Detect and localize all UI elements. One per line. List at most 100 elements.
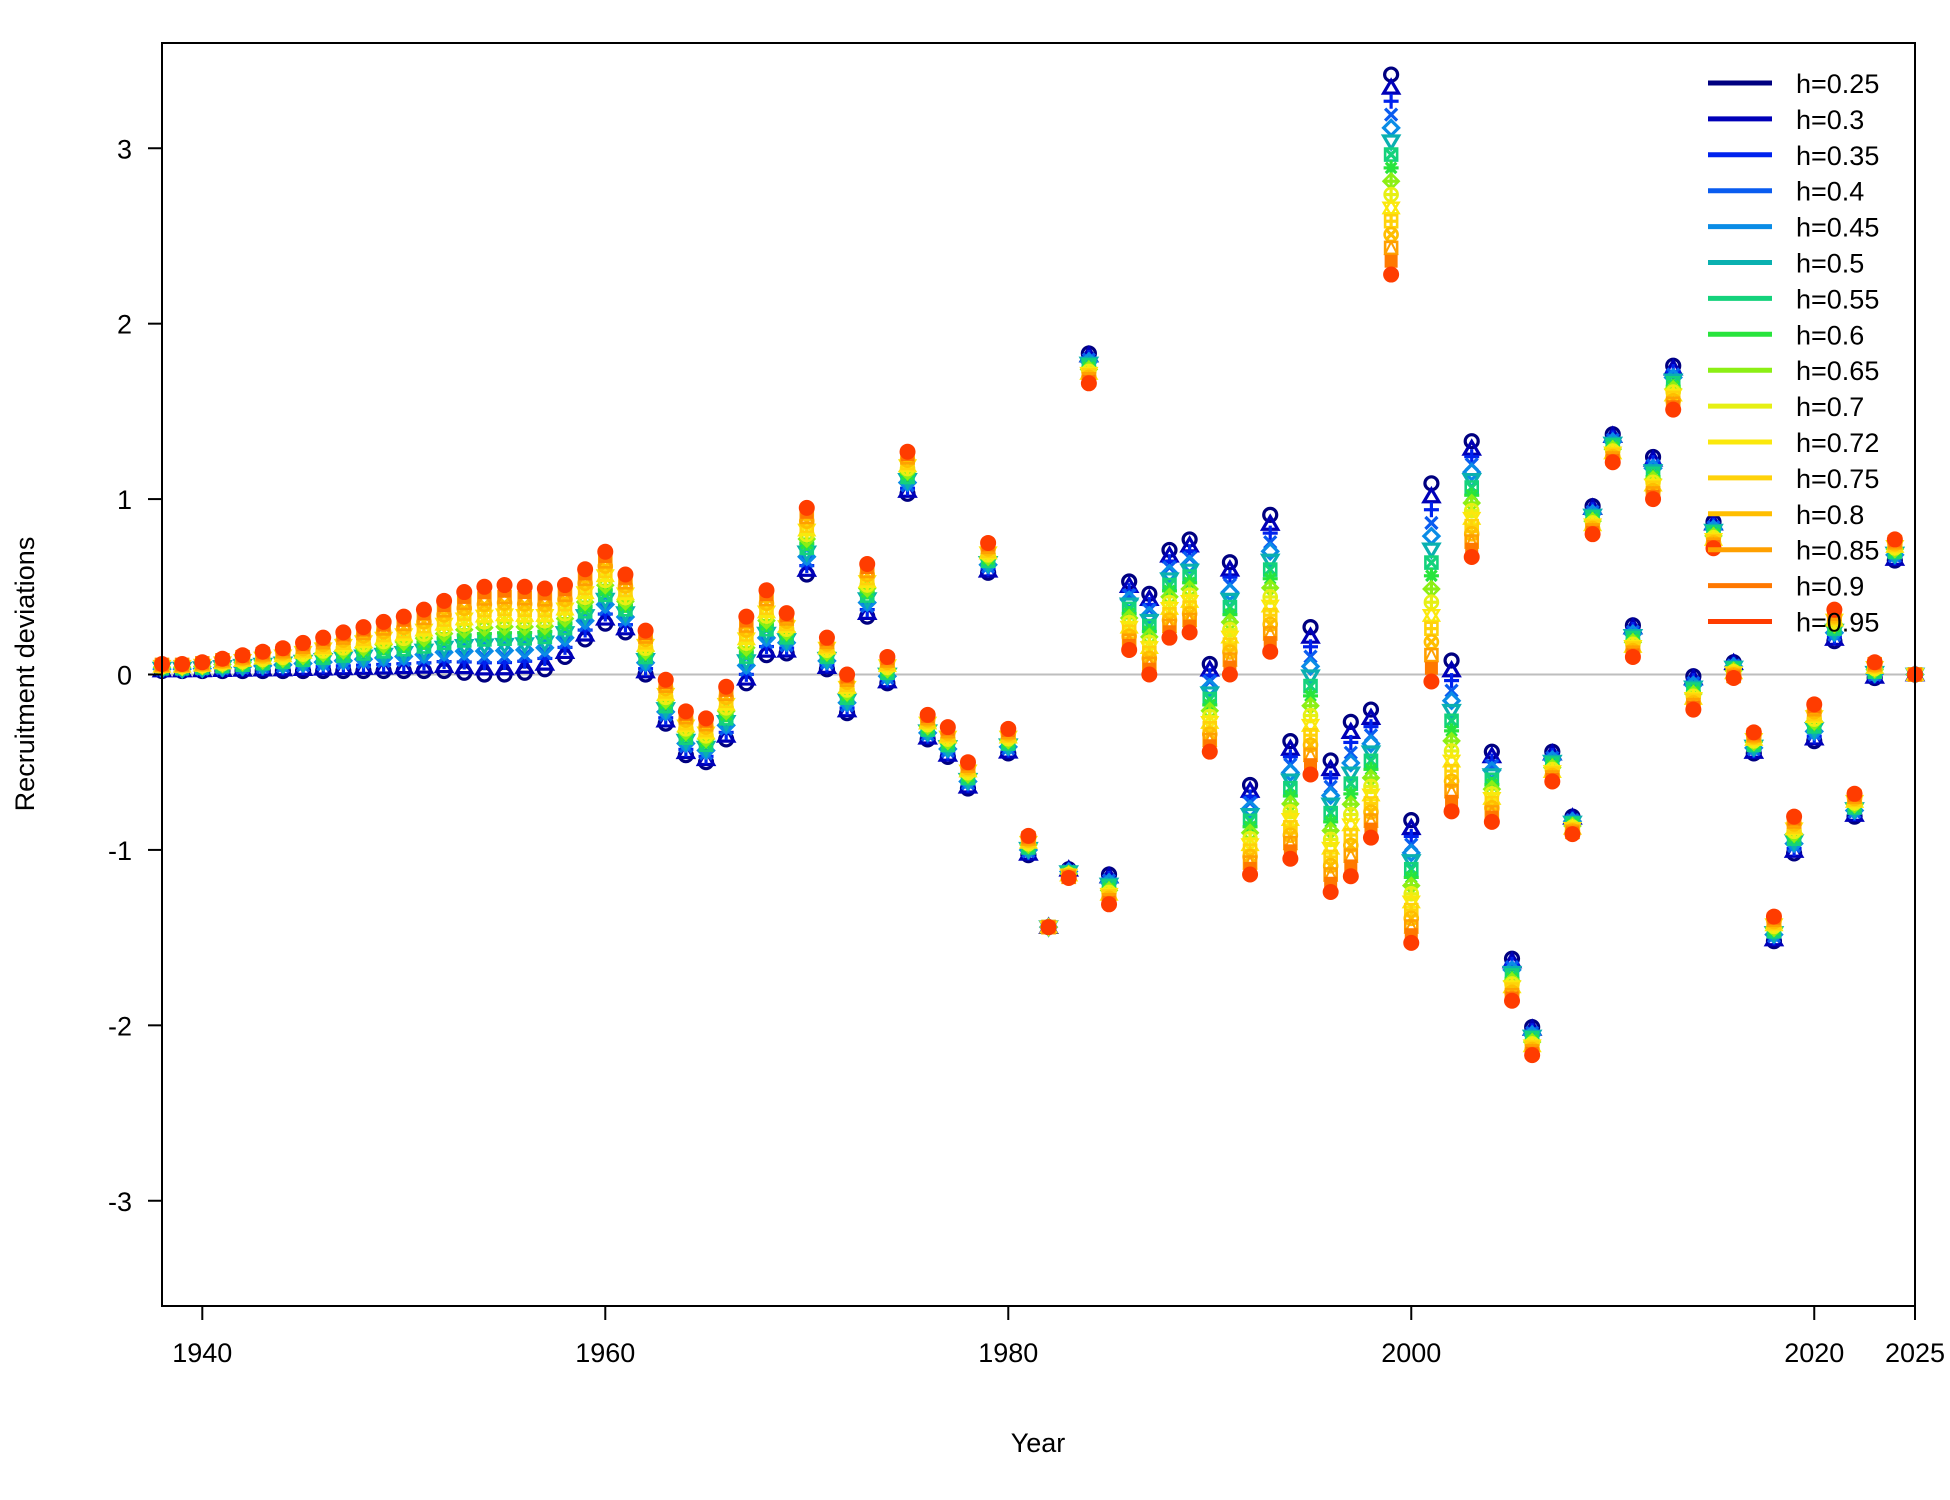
data-point xyxy=(536,580,553,597)
data-point xyxy=(1383,239,1399,256)
data-point xyxy=(1383,93,1399,109)
data-point xyxy=(919,706,936,723)
data-point xyxy=(1060,869,1077,886)
data-point xyxy=(1161,629,1178,646)
x-tick-label: 1960 xyxy=(575,1338,635,1368)
data-point xyxy=(637,622,654,639)
data-point xyxy=(1483,813,1500,830)
legend-label: h=0.9 xyxy=(1796,572,1864,602)
data-point xyxy=(1524,1047,1541,1064)
data-point xyxy=(456,584,473,601)
data-point xyxy=(1464,449,1480,465)
x-tick-label: 2020 xyxy=(1784,1338,1844,1368)
data-point xyxy=(1303,639,1319,655)
legend-label: h=0.65 xyxy=(1796,356,1879,386)
data-point xyxy=(1685,701,1702,718)
data-point xyxy=(535,637,555,658)
x-tick-label: 2025 xyxy=(1885,1338,1945,1368)
y-tick-label: 1 xyxy=(117,485,132,515)
data-point xyxy=(1240,799,1260,819)
data-point xyxy=(1381,198,1401,218)
legend-label: h=0.25 xyxy=(1796,69,1879,99)
data-point xyxy=(1564,826,1581,843)
data-point xyxy=(597,543,614,560)
legend-label: h=0.7 xyxy=(1796,392,1864,422)
data-point xyxy=(959,754,976,771)
legend-label: h=0.35 xyxy=(1796,141,1879,171)
legend-label: h=0.75 xyxy=(1796,464,1879,494)
data-point xyxy=(939,719,956,736)
data-point xyxy=(494,640,515,661)
data-point xyxy=(1423,646,1440,663)
data-point xyxy=(474,641,495,661)
data-point xyxy=(1320,785,1341,806)
data-point xyxy=(1141,666,1158,683)
data-point xyxy=(393,656,415,675)
data-point xyxy=(1421,605,1442,626)
x-axis-label: Year xyxy=(1011,1428,1066,1458)
data-point xyxy=(1786,808,1803,825)
data-point xyxy=(413,656,435,674)
data-point xyxy=(1401,843,1422,863)
data-point xyxy=(514,656,535,674)
data-point xyxy=(1383,107,1399,122)
data-points-layer xyxy=(151,66,1926,1064)
data-point xyxy=(254,643,271,660)
data-point xyxy=(1544,773,1561,790)
data-point xyxy=(1443,652,1460,669)
data-point xyxy=(454,641,475,661)
data-point xyxy=(1441,690,1462,711)
data-point xyxy=(214,650,231,667)
data-point xyxy=(1806,696,1823,713)
y-tick-label: 0 xyxy=(117,661,132,691)
data-point xyxy=(657,671,674,688)
x-tick-label: 1940 xyxy=(172,1338,232,1368)
data-point xyxy=(1421,485,1442,504)
data-point xyxy=(335,624,352,641)
data-point xyxy=(1222,569,1238,585)
data-point xyxy=(1322,884,1339,901)
data-point xyxy=(1282,850,1299,867)
data-point xyxy=(1323,770,1339,786)
data-point xyxy=(1320,797,1341,815)
data-point xyxy=(758,582,775,599)
data-point xyxy=(194,654,211,671)
data-point xyxy=(1380,77,1402,95)
data-point xyxy=(1383,266,1400,283)
data-point xyxy=(736,668,757,686)
x-tick-label: 1980 xyxy=(978,1338,1038,1368)
data-point xyxy=(1403,811,1420,829)
data-point xyxy=(556,577,573,594)
data-point xyxy=(1443,803,1460,820)
legend-label: h=0.95 xyxy=(1796,608,1879,638)
data-point xyxy=(1221,554,1239,571)
data-point xyxy=(1886,531,1903,548)
data-point xyxy=(1181,624,1198,641)
data-point xyxy=(1363,796,1379,811)
data-point xyxy=(1200,677,1220,698)
data-point xyxy=(1604,454,1621,471)
data-point xyxy=(818,629,835,646)
data-point xyxy=(1020,827,1037,844)
data-point xyxy=(1384,254,1398,268)
data-point xyxy=(1341,753,1361,773)
data-point xyxy=(1302,766,1319,783)
x-tick-label: 2000 xyxy=(1381,1338,1441,1368)
data-point xyxy=(453,656,475,675)
data-point xyxy=(1362,829,1379,846)
data-point xyxy=(1403,934,1420,951)
legend-label: h=0.5 xyxy=(1796,249,1864,279)
data-point xyxy=(1343,745,1358,760)
data-point xyxy=(1421,542,1442,561)
data-point xyxy=(1463,433,1480,450)
data-point xyxy=(1282,749,1298,765)
data-point xyxy=(433,655,455,674)
data-point xyxy=(879,648,896,665)
data-point xyxy=(1441,703,1462,722)
data-point xyxy=(738,608,755,625)
data-point xyxy=(859,555,876,572)
data-point xyxy=(899,443,916,460)
data-point xyxy=(1745,724,1762,741)
data-point xyxy=(1280,762,1301,783)
